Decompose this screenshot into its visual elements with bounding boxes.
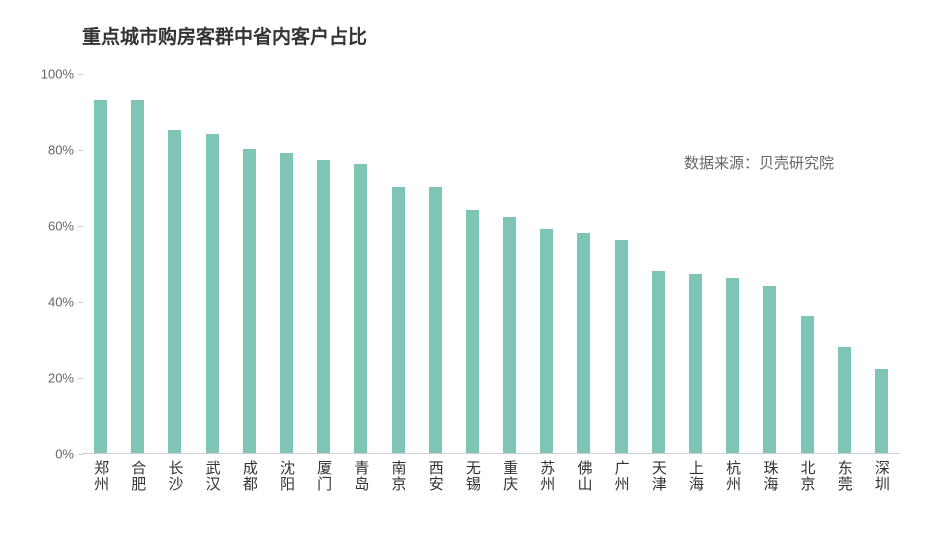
bar [243, 149, 256, 453]
bar [131, 100, 144, 453]
bar [503, 217, 516, 453]
x-tick-label: 南京 [388, 460, 409, 492]
x-tick-label: 上海 [685, 460, 706, 492]
chart-title: 重点城市购房客群中省内客户占比 [82, 22, 367, 49]
bar [168, 130, 181, 453]
chart-area: 0%20%40%60%80%100% 郑州合肥长沙武汉成都沈阳厦门青岛南京西安无… [30, 74, 900, 514]
x-tick-label: 长沙 [164, 460, 185, 492]
x-tick-label: 北京 [797, 460, 818, 492]
x-tick-label: 沈阳 [276, 460, 297, 492]
x-tick-label: 合肥 [127, 460, 148, 492]
y-tick-mark [78, 454, 83, 455]
x-tick-label: 武汉 [202, 460, 223, 492]
y-tick-label: 60% [30, 219, 74, 234]
bar [392, 187, 405, 453]
x-tick-label: 珠海 [759, 460, 780, 492]
bar [577, 233, 590, 453]
x-tick-label: 青岛 [350, 460, 371, 492]
y-tick-label: 20% [30, 371, 74, 386]
x-axis: 郑州合肥长沙武汉成都沈阳厦门青岛南京西安无锡重庆苏州佛山广州天津上海杭州珠海北京… [82, 460, 900, 514]
bar [317, 160, 330, 453]
x-tick-label: 深圳 [871, 460, 892, 492]
bar [615, 240, 628, 453]
x-tick-label: 无锡 [462, 460, 483, 492]
x-tick-label: 西安 [425, 460, 446, 492]
bar [801, 316, 814, 453]
y-tick-label: 100% [30, 67, 74, 82]
y-tick-label: 80% [30, 143, 74, 158]
bar [354, 164, 367, 453]
y-axis: 0%20%40%60%80%100% [30, 74, 78, 454]
bar [689, 274, 702, 453]
bar [466, 210, 479, 453]
x-tick-label: 天津 [648, 460, 669, 492]
bar [429, 187, 442, 453]
bar [206, 134, 219, 453]
plot-area [82, 74, 900, 454]
x-tick-label: 厦门 [313, 460, 334, 492]
bar [280, 153, 293, 453]
y-tick-label: 0% [30, 447, 74, 462]
bar [875, 369, 888, 453]
bar [763, 286, 776, 453]
x-tick-label: 成都 [239, 460, 260, 492]
x-tick-label: 广州 [611, 460, 632, 492]
x-tick-label: 佛山 [573, 460, 594, 492]
bar [838, 347, 851, 453]
x-tick-label: 苏州 [536, 460, 557, 492]
y-tick-label: 40% [30, 295, 74, 310]
x-tick-label: 重庆 [499, 460, 520, 492]
x-tick-label: 郑州 [90, 460, 111, 492]
bar [726, 278, 739, 453]
bar [652, 271, 665, 453]
x-tick-label: 东莞 [834, 460, 855, 492]
x-tick-label: 杭州 [722, 460, 743, 492]
bar [540, 229, 553, 453]
bar [94, 100, 107, 453]
